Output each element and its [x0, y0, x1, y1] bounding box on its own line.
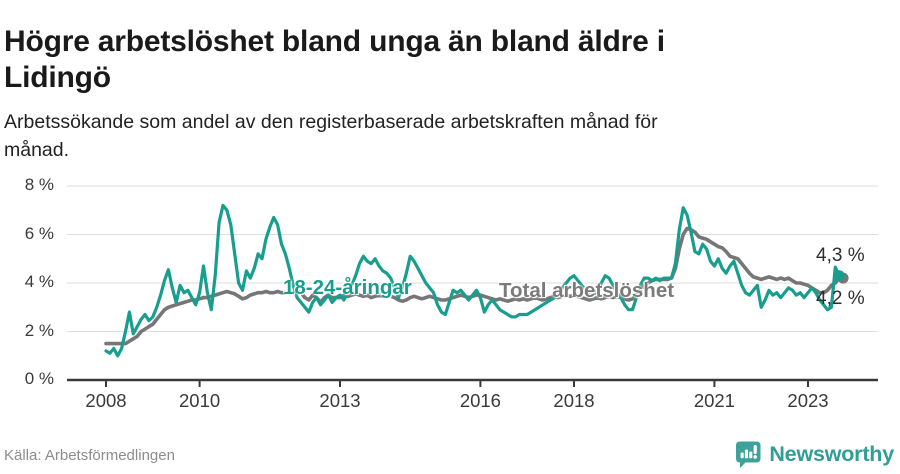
brand-logo: Newsworthy: [734, 440, 894, 468]
page-title: Högre arbetslöshet bland unga än bland ä…: [4, 24, 884, 96]
y-axis-tick-label: 8 %: [24, 175, 54, 194]
x-axis-tick-label: 2018: [553, 390, 595, 411]
page-title-line1: Högre arbetslöshet bland unga än bland ä…: [4, 25, 665, 59]
page-subtitle: Arbetssökande som andel av den registerb…: [4, 108, 884, 164]
newsworthy-logo-icon: [736, 441, 761, 468]
x-axis-tick-label: 2008: [85, 390, 127, 411]
x-axis-tick-label: 2016: [459, 390, 501, 411]
end-value-label-total: 4,2 %: [816, 288, 865, 309]
x-axis-tick-label: 2021: [693, 390, 735, 411]
y-axis-tick-label: 0 %: [24, 369, 54, 388]
page-subtitle-line1: Arbetssökande som andel av den registerb…: [4, 110, 658, 133]
page-subtitle-line2: månad.: [4, 138, 70, 161]
y-axis-tick-label: 2 %: [24, 320, 54, 340]
y-axis-tick-label: 4 %: [24, 272, 54, 291]
source-note: Källa: Arbetsförmedlingen: [4, 447, 175, 464]
y-axis-tick-label: 6 %: [24, 223, 54, 243]
x-axis-tick-label: 2023: [787, 390, 829, 411]
end-value-label-youth: 4,3 %: [816, 245, 865, 266]
x-axis-tick-label: 2010: [179, 390, 221, 411]
brand-name: Newsworthy: [769, 441, 894, 466]
x-axis-tick-label: 2013: [319, 390, 361, 411]
page-title-line2: Lidingö: [4, 61, 111, 95]
series-label-total: Total arbetslöshet: [499, 279, 675, 302]
series-label-youth: 18-24-åringar: [283, 276, 412, 299]
